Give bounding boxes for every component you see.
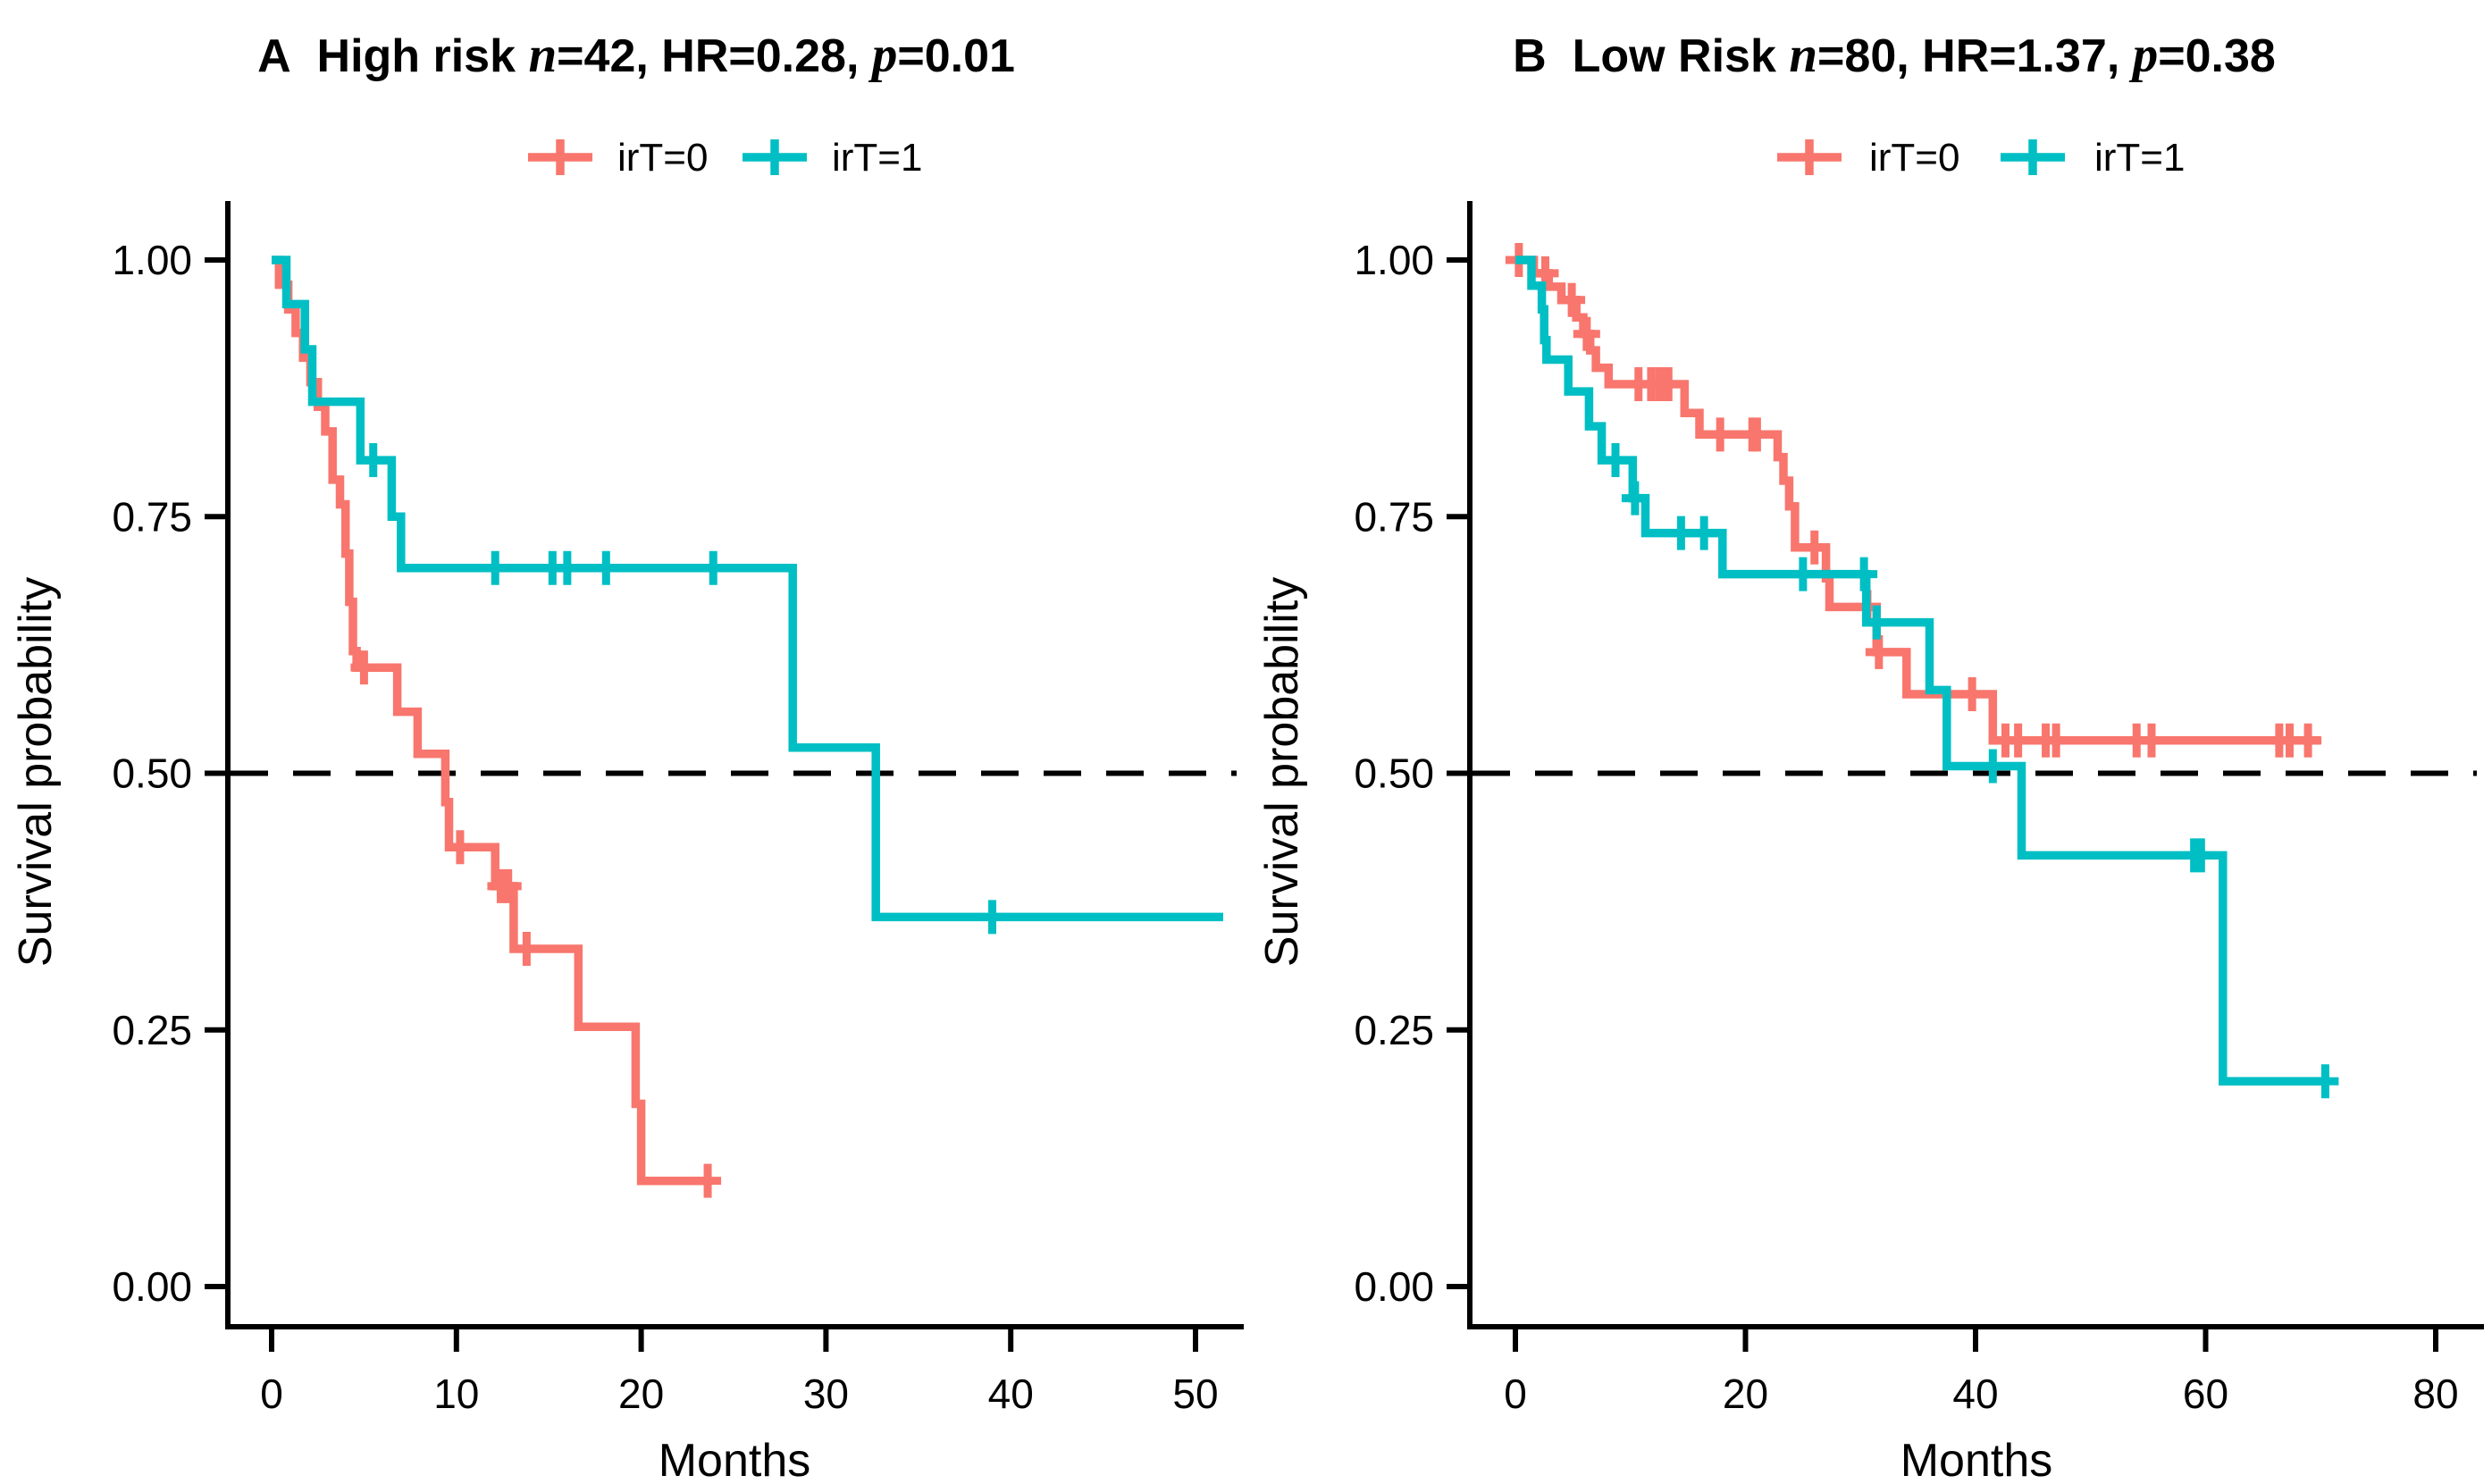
legend-panel-b: irT=0 irT=1 bbox=[1777, 136, 2185, 180]
x-tick-label: 50 bbox=[1172, 1371, 1218, 1417]
censor-mark bbox=[1558, 282, 1586, 317]
censor-mark bbox=[513, 931, 541, 966]
x-tick-label: 20 bbox=[1723, 1371, 1768, 1417]
censor-mark bbox=[2295, 723, 2322, 758]
censor-mark bbox=[1621, 481, 1649, 516]
censor-mark bbox=[1979, 749, 2007, 784]
series-irt1-panel-a bbox=[272, 256, 1223, 935]
y-tick-label: 0.25 bbox=[112, 1007, 192, 1053]
panel-a-title: A High risk n=42, HR=0.28, p=0.01 bbox=[257, 27, 1015, 83]
censor-mark bbox=[494, 868, 522, 903]
x-axis-title: Months bbox=[659, 1435, 811, 1484]
censor-mark bbox=[1959, 677, 1986, 712]
censor-mark bbox=[1850, 557, 1878, 591]
legend-item-irt1: irT=1 bbox=[743, 136, 922, 180]
y-tick-label: 0.00 bbox=[1354, 1263, 1434, 1310]
y-axis-title: Survival probability bbox=[1256, 577, 1308, 967]
y-tick-label: 1.00 bbox=[1354, 237, 1434, 283]
x-axis-title: Months bbox=[1900, 1435, 2053, 1484]
x-tick-label: 80 bbox=[2412, 1371, 2458, 1417]
legend-label: irT=0 bbox=[1869, 136, 1959, 180]
x-tick-label: 0 bbox=[260, 1371, 283, 1417]
legend-label: irT=0 bbox=[617, 136, 708, 180]
censor-mark bbox=[482, 550, 509, 585]
x-tick-label: 10 bbox=[433, 1371, 479, 1417]
censor-mark bbox=[2187, 838, 2215, 873]
panel-b-title: B Low Risk n=80, HR=1.37, p=0.38 bbox=[1513, 27, 2276, 83]
censor-mark bbox=[700, 550, 727, 585]
censor-mark bbox=[2043, 723, 2070, 758]
legend-item-irt0: irT=0 bbox=[528, 136, 708, 180]
censor-mark bbox=[1707, 417, 1734, 452]
y-tick-label: 0.00 bbox=[112, 1263, 192, 1310]
legend-label: irT=1 bbox=[832, 136, 922, 180]
censor-mark bbox=[1865, 634, 1892, 669]
censor-mark bbox=[2312, 1064, 2339, 1099]
censor-mark bbox=[1743, 417, 1771, 452]
survival-curve bbox=[272, 256, 1223, 922]
series-irt0-panel-b bbox=[1505, 243, 2322, 758]
legend-item-irt0: irT=0 bbox=[1777, 136, 1959, 180]
censor-mark bbox=[1602, 443, 1630, 478]
censor-mark bbox=[2137, 723, 2165, 758]
x-tick-label: 60 bbox=[2183, 1371, 2228, 1417]
y-tick-label: 0.50 bbox=[112, 750, 192, 797]
x-tick-label: 30 bbox=[803, 1371, 849, 1417]
censor-mark bbox=[350, 650, 378, 685]
censor-mark bbox=[1667, 516, 1695, 550]
censor-mark bbox=[2004, 723, 2032, 758]
x-tick-label: 20 bbox=[618, 1371, 664, 1417]
censor-mark bbox=[694, 1163, 722, 1198]
censor-mark bbox=[1655, 367, 1682, 402]
censor-mark bbox=[1800, 530, 1828, 565]
censor-mark bbox=[1863, 605, 1891, 640]
censor-mark bbox=[592, 550, 620, 585]
censor-mark bbox=[1691, 516, 1718, 550]
censor-mark bbox=[978, 900, 1006, 935]
legend-panel-a: irT=0 irT=1 bbox=[528, 136, 922, 180]
censor-mark bbox=[1573, 316, 1600, 351]
x-tick-label: 0 bbox=[1504, 1371, 1527, 1417]
legend-label: irT=1 bbox=[2094, 136, 2185, 180]
censor-mark bbox=[359, 443, 387, 478]
y-axis-title: Survival probability bbox=[10, 577, 62, 967]
x-tick-label: 40 bbox=[988, 1371, 1034, 1417]
y-tick-label: 0.25 bbox=[1354, 1007, 1434, 1053]
y-tick-label: 0.50 bbox=[1354, 750, 1434, 797]
y-tick-label: 0.75 bbox=[1354, 493, 1434, 540]
legend-item-irt1: irT=1 bbox=[2001, 136, 2185, 180]
y-tick-label: 1.00 bbox=[112, 237, 192, 283]
censor-mark bbox=[1789, 557, 1817, 591]
series-irt1-panel-b bbox=[1515, 256, 2339, 1099]
censor-mark bbox=[446, 830, 474, 865]
y-tick-label: 0.75 bbox=[112, 493, 192, 540]
survival-curve bbox=[1515, 256, 2329, 1086]
censor-mark bbox=[553, 550, 581, 585]
x-tick-label: 40 bbox=[1952, 1371, 1998, 1417]
